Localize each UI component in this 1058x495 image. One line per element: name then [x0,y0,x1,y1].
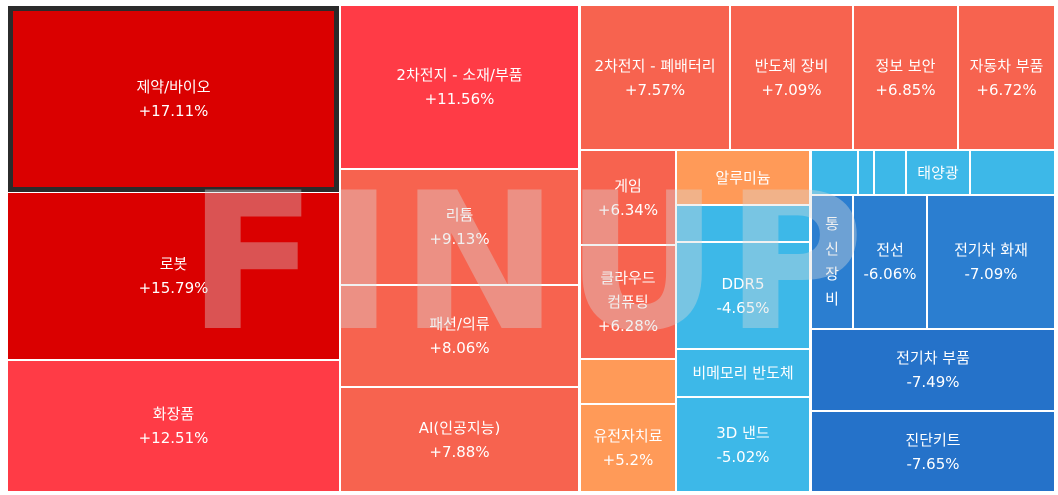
tile-change-percent: +5.2% [602,451,654,469]
treemap-tile[interactable]: 전선 -6.06% [854,196,926,328]
tile-change-percent: +7.57% [624,80,686,99]
treemap-tile[interactable]: 태양광 [907,151,969,194]
treemap-tile[interactable]: 게임 +6.34% [581,151,675,244]
treemap-tile[interactable]: 제약/바이오 +17.11% [8,6,339,192]
treemap-tile[interactable] [677,206,809,241]
tile-label: 알루미늄 [715,168,771,187]
tile-label: 제약/바이오 [136,78,211,96]
treemap-tile[interactable]: 비메모리 반도체 [677,350,809,396]
treemap-tile[interactable]: 리튬 +9.13% [341,170,578,284]
tile-label: 유전자치료 [593,427,663,445]
treemap-tile[interactable]: 정보 보안 +6.85% [854,6,957,149]
tile-change-percent: +12.51% [138,429,209,447]
tile-change-percent: +7.88% [429,442,490,461]
tile-label: 전기차 화재 [954,241,1028,259]
treemap-tile[interactable]: 클라우드 컴퓨팅 +6.28% [581,246,675,358]
tile-change-percent: -4.65% [716,298,770,317]
tile-label: 비메모리 반도체 [692,364,794,382]
treemap-tile[interactable] [875,151,905,194]
tile-change-percent: +6.34% [597,200,659,219]
tile-change-percent: +8.06% [429,339,490,357]
treemap-tile[interactable] [859,151,873,194]
treemap-tile[interactable]: 전기차 화재 -7.09% [928,196,1054,328]
tile-label: 전기차 부품 [896,349,970,367]
treemap-tile[interactable]: AI(인공지능) +7.88% [341,388,578,491]
tile-change-percent: +11.56% [424,90,495,108]
treemap-tile[interactable]: 2차전지 - 소재/부품 +11.56% [341,6,578,168]
tile-change-percent: +9.13% [429,230,490,248]
tile-label: 로봇 [159,255,188,273]
treemap-tile[interactable] [581,360,675,403]
tile-change-percent: +15.79% [138,279,209,297]
tile-label: 3D 낸드 [716,423,770,442]
treemap-tile[interactable]: 3D 낸드 -5.02% [677,398,809,491]
treemap-tile[interactable]: 패션/의류 +8.06% [341,286,578,386]
treemap-tile[interactable] [971,151,1054,194]
tile-change-percent: -7.65% [906,454,960,473]
tile-change-percent: +6.85% [875,80,936,99]
tile-label: 패션/의류 [429,315,490,333]
treemap-tile[interactable]: 진단키트 -7.65% [812,412,1054,491]
tile-change-percent: +6.72% [976,80,1037,99]
treemap-tile[interactable]: 자동차 부품 +6.72% [959,6,1054,149]
tile-label: 게임 [614,176,642,195]
tile-change-percent: -5.02% [716,447,770,466]
tile-label: AI(인공지능) [418,418,501,437]
treemap-tile[interactable]: 화장품 +12.51% [8,361,339,491]
tile-change-percent: -7.09% [964,265,1018,283]
treemap-tile[interactable]: 로봇 +15.79% [8,193,339,359]
tile-label: DDR5 [721,274,765,293]
tile-change-percent: +17.11% [138,102,209,120]
treemap-tile[interactable] [812,151,857,194]
tile-label: 리튬 [445,206,474,224]
tile-change-percent: +7.09% [761,80,822,99]
treemap-tile[interactable]: 알루미늄 [677,151,809,204]
treemap-tile[interactable]: DDR5 -4.65% [677,243,809,348]
tile-label: 클라우드 컴퓨팅 [600,269,656,311]
treemap-tile[interactable]: 유전자치료 +5.2% [581,405,675,491]
tile-label: 자동차 부품 [969,56,1044,75]
treemap-tile[interactable]: 반도체 장비 +7.09% [731,6,852,149]
tile-label: 전선 [876,241,904,259]
tile-label: 태양광 [917,163,959,182]
tile-label: 진단키트 [905,430,961,449]
tile-label: 반도체 장비 [754,56,829,75]
treemap-tile[interactable]: 2차전지 - 폐배터리 +7.57% [581,6,729,149]
tile-change-percent: -7.49% [906,373,960,391]
tile-label: 정보 보안 [875,56,936,75]
tile-label: 화장품 [152,405,195,423]
tile-label: 2차전지 - 소재/부품 [396,66,523,84]
tile-label: 2차전지 - 폐배터리 [594,56,716,75]
treemap-tile[interactable]: 전기차 부품 -7.49% [812,330,1054,410]
tile-change-percent: -6.06% [863,265,917,283]
tile-change-percent: +6.28% [597,317,659,335]
